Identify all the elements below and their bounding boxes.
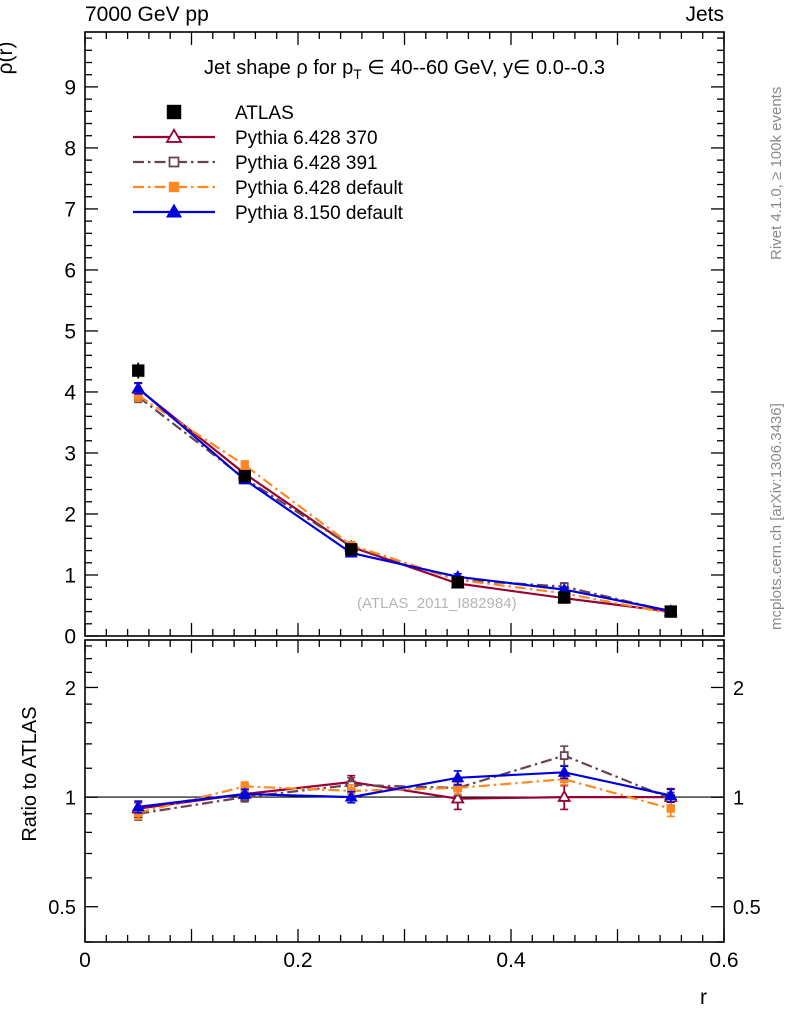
data-marker	[168, 156, 180, 168]
legend-label: Pythia 6.428 391	[235, 153, 378, 174]
series-line	[137, 394, 672, 615]
y-tick-label-main: 5	[64, 320, 76, 343]
data-marker	[344, 790, 358, 802]
y-tick-label-main: 8	[64, 137, 76, 160]
data-marker	[450, 791, 465, 804]
y-tick-label-main: 4	[64, 381, 76, 404]
legend-label: Pythia 6.428 370	[235, 128, 378, 149]
data-marker	[238, 469, 251, 483]
x-tick-label: 0	[79, 949, 91, 972]
ratio-series-line	[138, 771, 672, 808]
plot-title-prefix: Jet shape ρ for p	[204, 57, 354, 79]
data-marker	[165, 128, 183, 143]
y-tick-label-main: 1	[64, 564, 76, 587]
data-marker	[238, 787, 252, 799]
y-tick-label-main: 3	[64, 442, 76, 465]
y-tick-label-ratio-right: 2	[733, 678, 744, 700]
y-tick-label-ratio: 2	[65, 678, 76, 700]
data-marker	[451, 576, 464, 589]
data-marker	[664, 788, 678, 800]
series-line	[137, 388, 671, 613]
y-tick-label-main: 9	[64, 76, 76, 99]
data-marker	[132, 364, 145, 377]
x-tick-label: 0.2	[283, 949, 312, 972]
series-line	[137, 395, 672, 613]
data-marker	[131, 800, 145, 812]
y-tick-label-ratio: 0.5	[48, 897, 76, 919]
x-axis-label: r	[700, 986, 707, 1009]
data-marker	[165, 203, 183, 218]
header-analysis-category: Jets	[685, 3, 724, 26]
x-tick-label: 0.6	[709, 949, 738, 972]
plot-title-suffix: ∈ 40--60 GeV, y∈ 0.0--0.3	[361, 57, 605, 79]
ratio-series-line	[138, 754, 672, 815]
plot-title: Jet shape ρ for pT ∈ 40--60 GeV, y∈ 0.0-…	[85, 55, 724, 82]
data-marker	[666, 804, 675, 813]
y-tick-label-ratio: 1	[65, 788, 76, 810]
data-marker	[557, 789, 572, 802]
data-marker	[559, 751, 569, 760]
y-tick-label-main: 0	[64, 626, 76, 649]
analysis-id-watermark: (ATLAS_2011_I882984)	[357, 595, 517, 612]
y-tick-label-main: 6	[64, 259, 76, 282]
legend-label: ATLAS	[235, 103, 294, 124]
data-marker	[664, 605, 677, 618]
plot-title-subscript: T	[353, 66, 362, 82]
ratio-series-line	[138, 778, 672, 814]
header-collider-energy: 7000 GeV pp	[85, 3, 209, 26]
y-tick-label-ratio-right: 0.5	[733, 897, 761, 919]
data-marker	[131, 381, 145, 393]
data-marker	[240, 460, 249, 470]
data-marker	[345, 543, 358, 556]
data-marker	[166, 104, 182, 120]
y-tick-label-main: 2	[64, 503, 76, 526]
data-marker	[557, 765, 571, 777]
y-tick-label-main: 7	[64, 198, 76, 221]
x-tick-label: 0.4	[496, 949, 526, 972]
y-tick-label-ratio-right: 1	[733, 788, 744, 810]
data-marker	[451, 770, 465, 783]
legend-label: Pythia 8.150 default	[235, 203, 404, 224]
series-line	[137, 387, 672, 613]
main-panel-frame	[84, 31, 725, 637]
data-marker	[558, 591, 571, 604]
data-marker	[168, 181, 180, 193]
legend-label: Pythia 6.428 default	[235, 178, 404, 199]
